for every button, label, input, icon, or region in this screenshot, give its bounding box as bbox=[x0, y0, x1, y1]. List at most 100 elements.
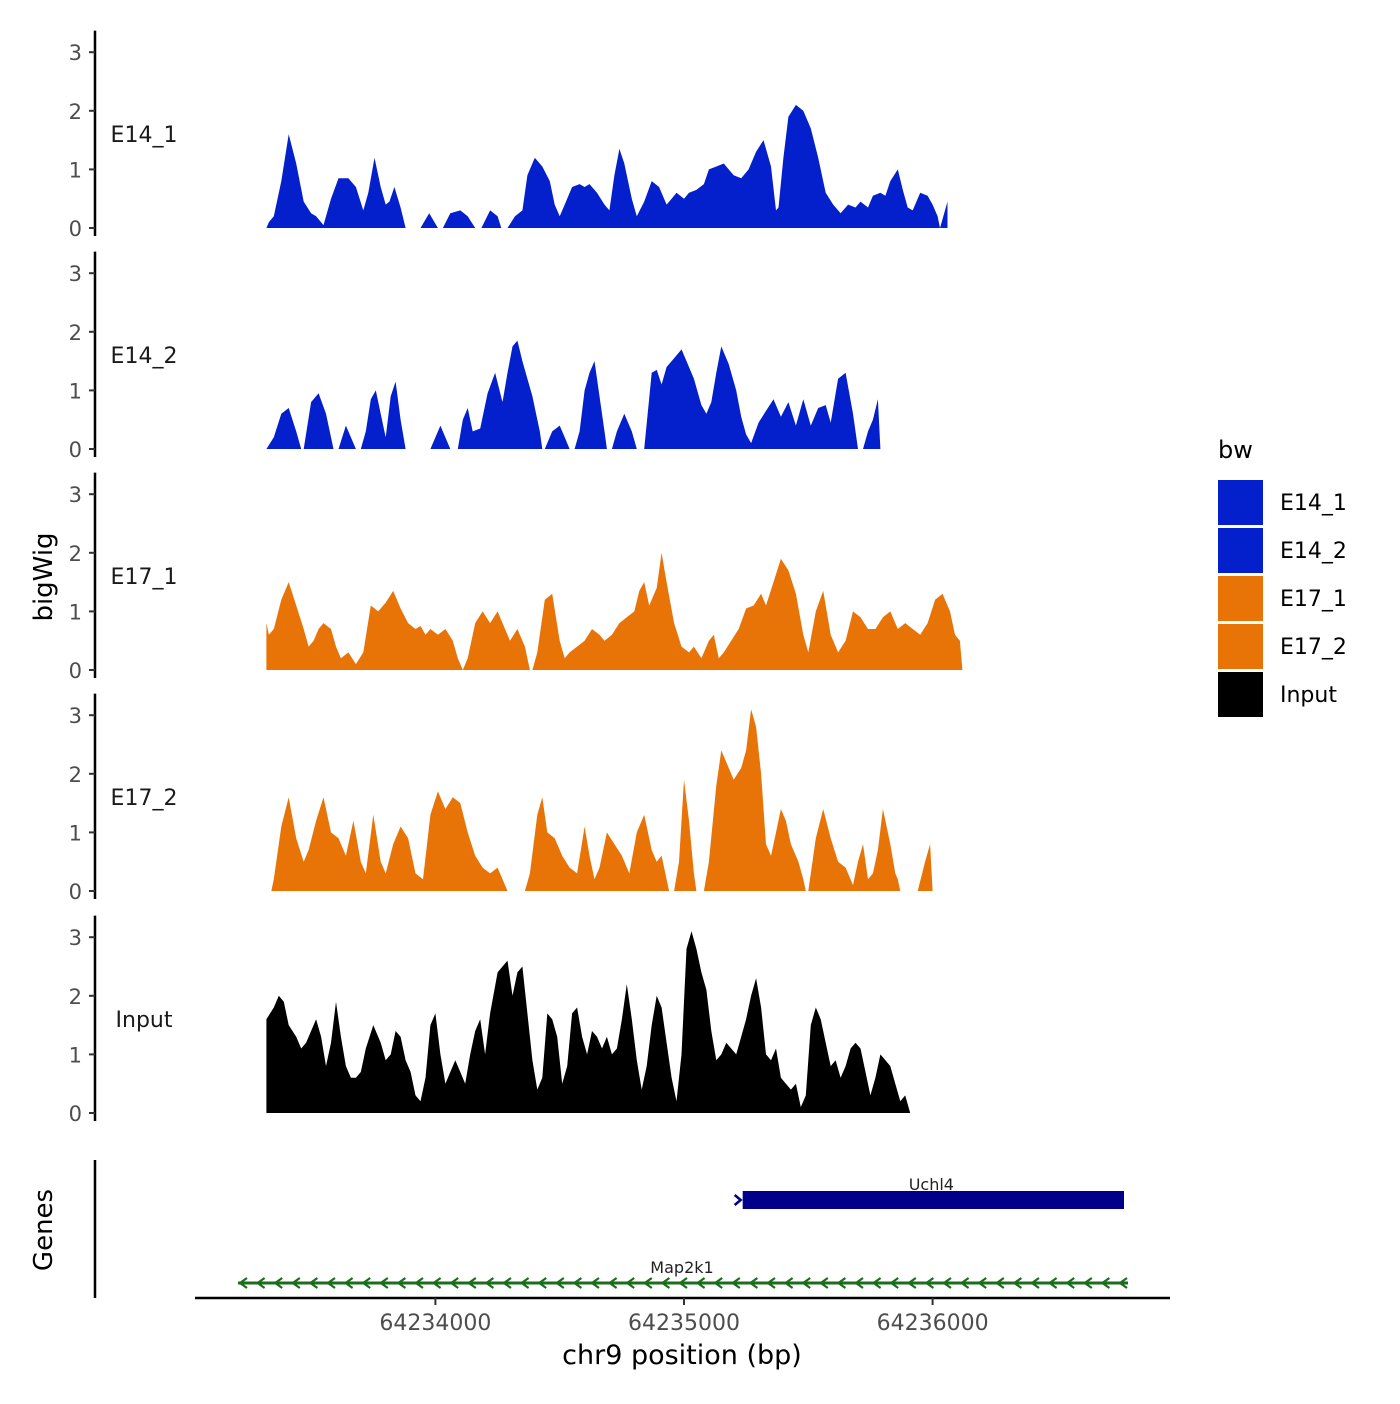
strand-arrow bbox=[889, 1277, 899, 1289]
strand-arrow bbox=[906, 1277, 917, 1289]
strand-arrow bbox=[942, 1277, 952, 1289]
strand-arrow bbox=[607, 1277, 618, 1289]
strand-arrow bbox=[502, 1277, 512, 1289]
track-e14_2: 0 1 2 3 E14_2 bbox=[69, 251, 881, 462]
track-input: 0 1 2 3 Input bbox=[69, 915, 911, 1126]
strand-arrow bbox=[590, 1277, 600, 1289]
strand-arrow bbox=[378, 1277, 389, 1289]
gene-body bbox=[742, 1191, 1124, 1209]
x-tick-label: 64234000 bbox=[379, 1311, 491, 1336]
strand-arrow bbox=[766, 1277, 776, 1289]
strand-arrow bbox=[994, 1277, 1005, 1289]
track-e17_1: 0 1 2 3 E17_1 bbox=[69, 472, 963, 683]
strand-arrow bbox=[1012, 1277, 1023, 1289]
strand-arrow bbox=[572, 1277, 583, 1289]
track-e17_2: 0 1 2 3 E17_2 bbox=[69, 693, 933, 904]
y-tick-label: 1 bbox=[69, 158, 82, 182]
y-tick-label: 1 bbox=[69, 379, 82, 403]
legend: E14_1 E14_2 E17_1 E17_2 Input bbox=[1218, 480, 1347, 717]
strand-arrow bbox=[1118, 1277, 1128, 1289]
strand-arrow bbox=[1082, 1277, 1093, 1289]
tracks-layer: 0 1 2 3 E14_1 0 1 2 3 E14_2 0 1 2 3 E17_1 0 1 2 3 E17_2 0 1 2 3… bbox=[69, 30, 963, 1126]
x-axis: 64234000 64235000 64236000 bbox=[195, 1296, 1170, 1336]
strand-arrow bbox=[818, 1277, 829, 1289]
y-axis-label: bigWig bbox=[29, 532, 59, 621]
y-tick-label: 2 bbox=[69, 321, 82, 345]
strand-arrow bbox=[1047, 1277, 1058, 1289]
gene-uchl4: Uchl4 bbox=[733, 1175, 1124, 1209]
strand-arrow bbox=[343, 1277, 354, 1289]
legend-entry-e14_1: E14_1 bbox=[1218, 480, 1347, 525]
strand-arrow bbox=[924, 1277, 935, 1289]
strand-arrow bbox=[537, 1277, 547, 1289]
legend-label: E17_2 bbox=[1280, 635, 1347, 660]
y-tick-label: 1 bbox=[69, 1043, 82, 1067]
legend-swatch bbox=[1218, 576, 1263, 621]
genes-axis-label: Genes bbox=[29, 1189, 59, 1271]
strand-arrow bbox=[396, 1277, 407, 1289]
strand-arrow bbox=[1100, 1277, 1111, 1289]
y-tick-label: 1 bbox=[69, 821, 82, 845]
y-tick-label: 2 bbox=[69, 985, 82, 1009]
strand-arrow bbox=[642, 1277, 653, 1289]
legend-label: E14_1 bbox=[1280, 491, 1347, 516]
strand-arrow bbox=[326, 1277, 336, 1289]
track-e14_1: 0 1 2 3 E14_1 bbox=[69, 30, 948, 241]
strand-arrow bbox=[238, 1277, 248, 1289]
strand-arrow bbox=[273, 1277, 283, 1289]
y-tick-label: 3 bbox=[69, 262, 82, 286]
y-tick-label: 2 bbox=[69, 542, 82, 566]
x-tick-label: 64235000 bbox=[628, 1311, 740, 1336]
strand-arrow bbox=[625, 1277, 635, 1289]
coverage-area-e17_1 bbox=[266, 552, 963, 670]
strand-arrow bbox=[713, 1277, 723, 1289]
legend-label: E17_1 bbox=[1280, 587, 1347, 612]
y-tick-label: 0 bbox=[69, 217, 82, 241]
strand-arrow bbox=[660, 1277, 671, 1289]
coverage-area-input bbox=[266, 931, 911, 1113]
strand-arrow bbox=[730, 1277, 741, 1289]
strand-arrow bbox=[854, 1277, 864, 1289]
track-label: E14_2 bbox=[111, 344, 178, 369]
y-tick-label: 3 bbox=[69, 41, 82, 65]
strand-arrow bbox=[1065, 1277, 1075, 1289]
legend-title: bw bbox=[1218, 436, 1253, 464]
legend-entry-e14_2: E14_2 bbox=[1218, 528, 1347, 573]
y-tick-label: 0 bbox=[69, 659, 82, 683]
strand-arrow bbox=[431, 1277, 442, 1289]
genes-layer: Map2k1 Uchl4 bbox=[93, 1160, 1128, 1298]
track-label: E14_1 bbox=[111, 123, 178, 148]
strand-arrow bbox=[308, 1277, 319, 1289]
strand-arrow bbox=[733, 1194, 743, 1206]
strand-arrow bbox=[554, 1277, 565, 1289]
strand-arrow bbox=[1030, 1277, 1040, 1289]
x-axis-label: chr9 position (bp) bbox=[562, 1340, 802, 1371]
legend-swatch bbox=[1218, 624, 1263, 669]
y-tick-label: 3 bbox=[69, 704, 82, 728]
x-tick-label: 64236000 bbox=[877, 1311, 989, 1336]
strand-arrow bbox=[255, 1277, 266, 1289]
legend-swatch bbox=[1218, 480, 1263, 525]
y-tick-label: 1 bbox=[69, 600, 82, 624]
track-label: Input bbox=[116, 1008, 173, 1033]
y-tick-label: 2 bbox=[69, 100, 82, 124]
strand-arrow bbox=[695, 1277, 706, 1289]
track-label: E17_1 bbox=[111, 565, 178, 590]
legend-swatch bbox=[1218, 528, 1263, 573]
strand-arrow bbox=[290, 1277, 301, 1289]
y-tick-label: 0 bbox=[69, 1102, 82, 1126]
strand-arrow bbox=[678, 1277, 688, 1289]
y-tick-label: 0 bbox=[69, 880, 82, 904]
strand-arrow bbox=[484, 1277, 495, 1289]
strand-arrow bbox=[836, 1277, 847, 1289]
y-tick-label: 2 bbox=[69, 763, 82, 787]
legend-entry-e17_1: E17_1 bbox=[1218, 576, 1347, 621]
legend-label: Input bbox=[1280, 683, 1337, 708]
strand-arrow bbox=[519, 1277, 530, 1289]
strand-arrow bbox=[977, 1277, 987, 1289]
strand-arrow bbox=[959, 1277, 970, 1289]
track-label: E17_2 bbox=[111, 786, 178, 811]
strand-arrow bbox=[361, 1277, 371, 1289]
